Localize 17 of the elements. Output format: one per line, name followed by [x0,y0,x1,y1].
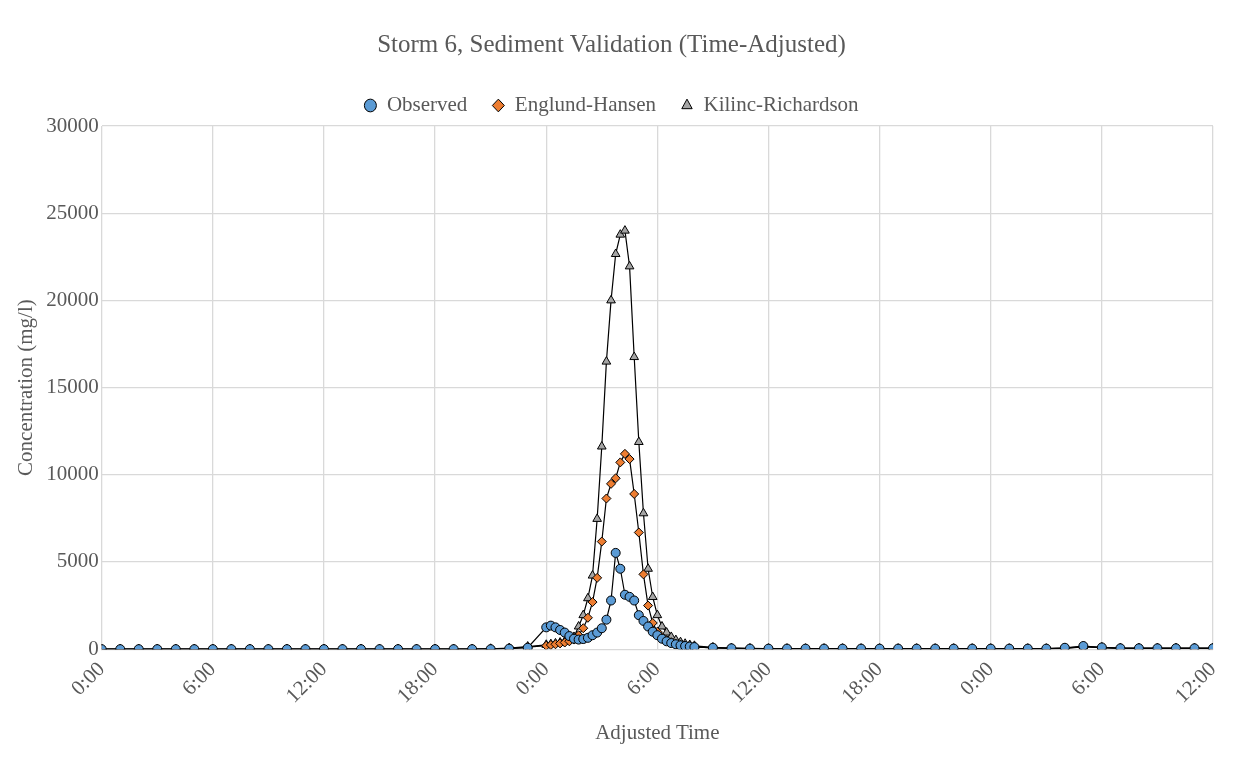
x-axis-title: Adjusted Time [595,719,720,744]
y-tick-label: 15000 [46,374,99,399]
x-tick-label: 6:00 [1065,656,1110,700]
x-tick-label: 0:00 [954,656,999,700]
x-tick-label: 0:00 [510,656,554,700]
y-tick-label: 30000 [46,112,99,137]
y-tick-label: 5000 [56,548,99,573]
x-tick-label: 6:00 [621,656,665,700]
legend-label: Englund-Hansen [514,92,657,117]
y-tick-label: 25000 [46,199,99,224]
y-tick-label: 10000 [46,461,99,486]
y-tick-label: 20000 [46,286,99,311]
legend-label: Observed [386,92,468,117]
chart-title: Storm 6, Sediment Validation (Time-Adjusted) [377,29,846,58]
x-tick-label: 6:00 [176,656,221,700]
legend-label: Kilinc-Richardson [703,92,860,117]
y-axis-title: Concentration (mg/l) [13,299,38,476]
